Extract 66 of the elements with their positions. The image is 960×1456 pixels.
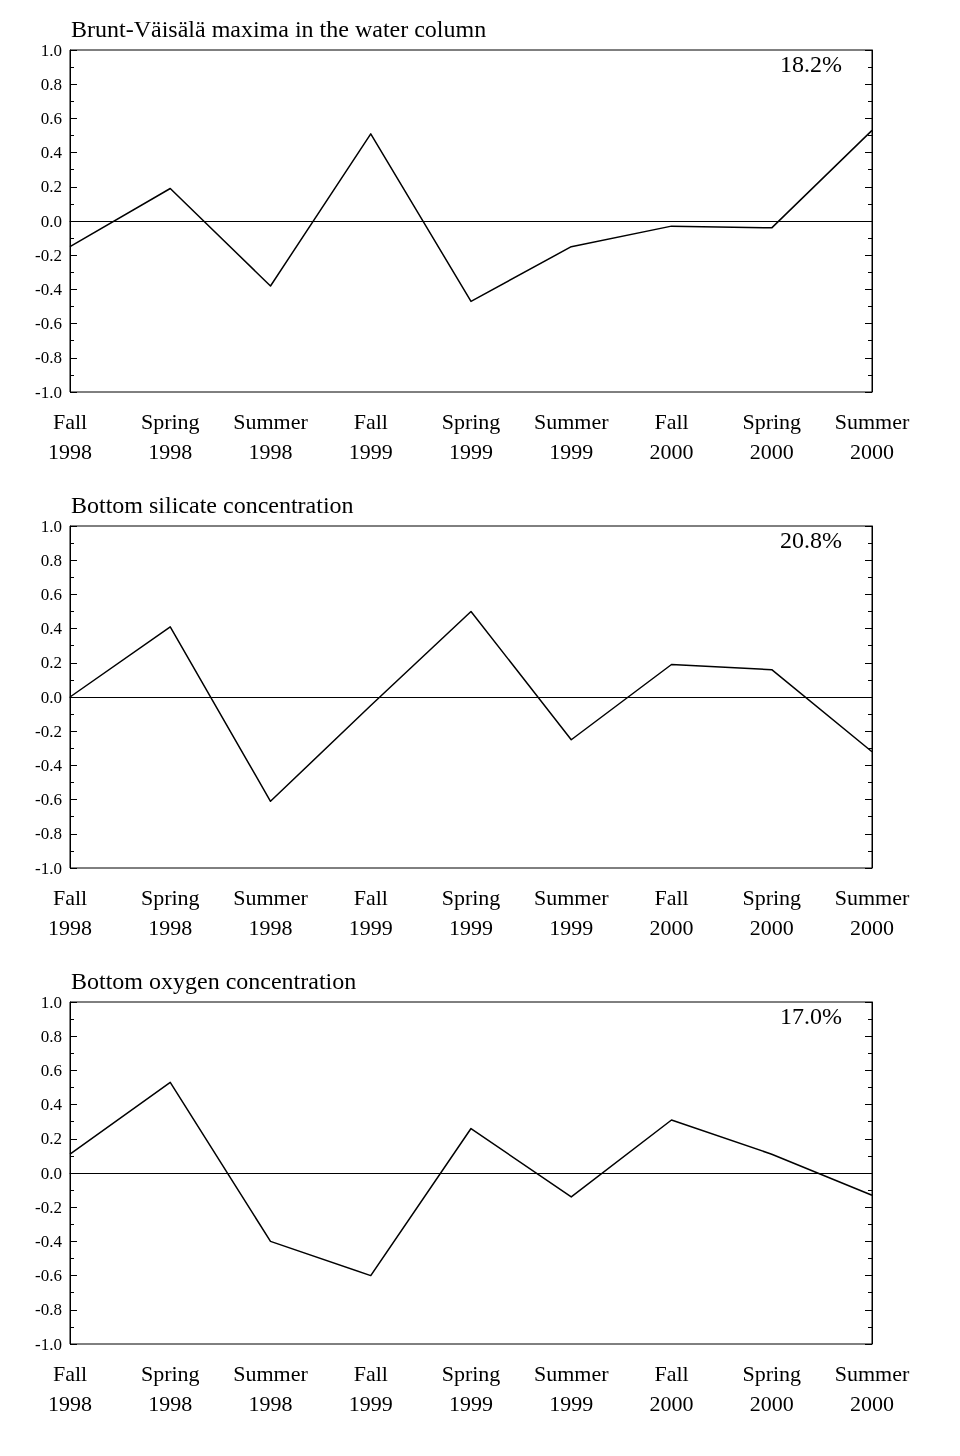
y-tick-label: 0.6 [40,108,62,128]
y-tick-label: -0.2 [35,721,62,741]
x-tick-label: Spring 1998 [140,884,200,940]
x-tick-label: Summer 1999 [533,1360,610,1416]
y-tick-label: -1.0 [35,1334,62,1354]
y-tick-label: 1.0 [40,992,62,1012]
x-tick-label: Summer 1999 [533,408,610,464]
x-tick-label: Fall 1998 [48,1360,92,1416]
x-tick-label: Spring 2000 [742,884,802,940]
x-tick-label: Fall 1998 [48,408,92,464]
x-tick-label: Fall 2000 [649,408,694,464]
y-tick-label: 0.2 [40,1129,62,1149]
y-tick-label: 0.6 [40,1060,62,1080]
x-tick-label: Summer 1998 [233,408,309,464]
y-tick-label: 0.4 [40,1095,63,1115]
x-tick-label: Fall 1999 [348,884,393,940]
y-tick-label: 0.4 [40,143,63,163]
y-tick-label: 1.0 [40,516,62,536]
x-tick-label: Spring 1998 [140,1360,200,1416]
x-tick-label: Summer 1998 [233,884,309,940]
y-tick-label: -0.6 [35,1266,62,1286]
y-tick-label: -0.4 [35,1231,63,1251]
x-tick-label: Spring 2000 [742,408,802,464]
x-tick-label: Spring 1999 [441,408,501,464]
x-tick-label: Summer 2000 [834,408,910,464]
y-tick-label: -0.2 [35,1197,62,1217]
y-tick-label: 0.0 [40,1163,62,1183]
y-tick-label: -0.8 [35,1300,62,1320]
y-tick-label: -0.2 [35,245,62,265]
x-tick-label: Summer 2000 [834,1360,910,1416]
x-tick-label: Spring 1998 [140,408,200,464]
y-tick-label: -0.8 [35,824,62,844]
chart-title: Bottom silicate concentration [71,492,354,518]
y-tick-label: 0.8 [40,1026,62,1046]
y-tick-label: 0.8 [40,74,62,94]
x-tick-label: Summer 2000 [834,884,910,940]
chart-title: Brunt-Väisälä maxima in the water column [71,16,487,42]
y-tick-label: -1.0 [35,858,62,878]
y-tick-label: -0.6 [35,314,62,334]
y-tick-label: 0.2 [40,653,62,673]
x-tick-label: Fall 2000 [649,884,694,940]
y-tick-label: -0.4 [35,755,63,775]
x-tick-label: Fall 2000 [649,1360,694,1416]
y-tick-label: 1.0 [40,40,62,60]
y-tick-label: 0.2 [40,177,62,197]
x-tick-label: Fall 1999 [348,408,393,464]
x-tick-label: Summer 1999 [533,884,610,940]
x-tick-label: Spring 1999 [441,1360,501,1416]
x-tick-label: Fall 1998 [48,884,92,940]
y-tick-label: 0.0 [40,687,62,707]
y-tick-label: -0.6 [35,790,62,810]
y-tick-label: 0.8 [40,550,62,570]
y-tick-label: -1.0 [35,382,62,402]
y-tick-label: 0.4 [40,619,63,639]
annotation: 18.2% [780,51,843,77]
y-tick-label: 0.6 [40,584,62,604]
annotation: 20.8% [780,527,843,553]
y-tick-label: -0.8 [35,348,62,368]
y-tick-label: -0.4 [35,279,63,299]
x-tick-label: Spring 2000 [742,1360,802,1416]
x-tick-label: Fall 1999 [348,1360,393,1416]
x-tick-label: Summer 1998 [233,1360,309,1416]
chart-title: Bottom oxygen concentration [71,968,357,994]
y-tick-label: 0.0 [40,211,62,231]
annotation: 17.0% [780,1003,843,1029]
x-tick-label: Spring 1999 [441,884,501,940]
